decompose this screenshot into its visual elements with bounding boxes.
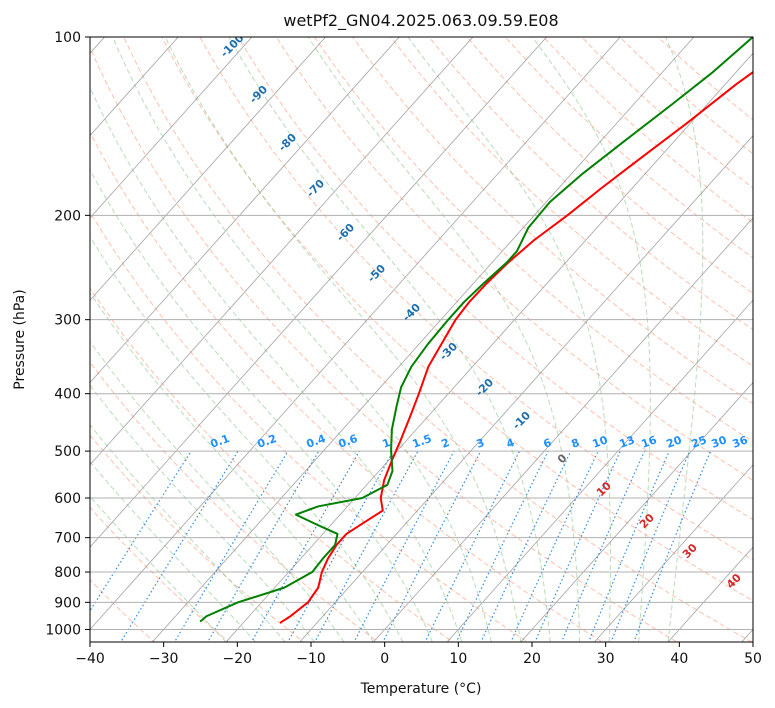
profile-series — [199, 37, 753, 624]
y-axis: 1000 900 800 700 600 500 400 300 200 100 — [45, 30, 90, 638]
dry-adiabat-line — [466, 37, 753, 295]
dry-adiabat-line — [352, 37, 753, 405]
x-tick-label: 30 — [597, 651, 615, 667]
dry-adiabat-line — [123, 37, 753, 642]
mixing-ratio-label: 8 — [570, 436, 582, 451]
mixing-ratio-label: 0.1 — [209, 432, 232, 451]
x-tick-label: −10 — [296, 651, 326, 667]
mixing-ratio-label: 0.2 — [256, 432, 279, 451]
dry-adiabat-line — [90, 131, 604, 642]
dewpoint-profile-line — [199, 37, 753, 623]
moist-adiabat-line — [90, 235, 404, 642]
x-tick-label: 0 — [380, 651, 389, 667]
moist-adiabat-line — [90, 86, 463, 642]
isotherm-line — [90, 37, 327, 301]
isotherm-line — [90, 37, 179, 137]
y-tick-label: 800 — [54, 565, 81, 581]
dry-adiabat-line — [428, 37, 753, 331]
mixing-ratio-label: 2 — [440, 436, 452, 451]
y-tick-label: 200 — [54, 208, 81, 224]
isotherm-line — [90, 37, 474, 466]
x-tick-label: 10 — [449, 651, 467, 667]
moist-adiabat-line — [164, 37, 522, 642]
dry-adiabat-line — [313, 37, 753, 443]
isotherm-line — [90, 37, 621, 631]
mixing-ratio-label: 6 — [542, 436, 554, 451]
isotherm-line — [299, 134, 753, 642]
moist-adiabat-line — [531, 37, 651, 642]
dry-adiabat-line — [90, 46, 678, 642]
mixing-ratio-label: 36 — [731, 433, 750, 451]
dry-adiabat-line — [90, 506, 230, 642]
mixing-ratio-label: 1.5 — [411, 432, 434, 451]
isotherm-line — [520, 381, 753, 642]
mixing-ratio-label: 20 — [665, 433, 684, 451]
mixing-ratio-label: 0.4 — [305, 432, 328, 451]
moist-adiabat-line — [665, 37, 704, 642]
chart-title: wetPf2_GN04.2025.063.09.59.E08 — [283, 11, 558, 31]
y-tick-label: 100 — [54, 30, 81, 46]
mixing-ratio-label: 13 — [618, 433, 637, 450]
x-axis-label: Temperature (°C) — [360, 681, 482, 697]
mixing-ratio-label: 25 — [690, 433, 709, 450]
temperature-profile-line — [279, 70, 753, 624]
mixing-ratio-label: 0.6 — [337, 432, 360, 451]
dry-adiabat-line — [90, 287, 454, 642]
mixing-ratio-label: 4 — [505, 436, 517, 451]
y-tick-label: 1000 — [45, 622, 81, 638]
isotherm-line — [593, 464, 753, 642]
x-tick-label: −20 — [223, 651, 253, 667]
isotherm-line — [90, 37, 253, 219]
y-tick-label: 500 — [54, 444, 81, 460]
y-axis-label: Pressure (hPa) — [12, 289, 28, 389]
x-tick-label: −30 — [149, 651, 179, 667]
x-tick-label: −40 — [75, 651, 105, 667]
isotherm-line — [90, 37, 400, 384]
moist-adiabat-line — [90, 384, 315, 642]
moist-adiabat-line — [90, 495, 227, 642]
mixing-ratio-label: 30 — [710, 433, 729, 451]
y-tick-label: 600 — [54, 491, 81, 507]
mixing-ratio-label: 3 — [475, 436, 487, 451]
x-tick-label: 20 — [523, 651, 541, 667]
moist-adiabat-line — [90, 340, 345, 642]
moist-adiabat-line — [90, 291, 374, 642]
y-tick-label: 400 — [54, 387, 81, 403]
dry-adiabat-line — [161, 37, 753, 602]
moist-adiabat-line — [90, 460, 256, 642]
y-tick-label: 300 — [54, 313, 81, 329]
y-tick-label: 900 — [54, 595, 81, 611]
mixing-ratio-label: 10 — [591, 433, 610, 451]
x-axis: −40 −30 −20 −10 0 10 20 30 40 50 — [75, 642, 762, 667]
moist-adiabat-line — [112, 37, 492, 642]
mixing-ratio-label: 1 — [381, 436, 393, 451]
mixing-ratio-label: 16 — [640, 433, 659, 451]
dry-adiabat-line — [90, 434, 305, 642]
moist-adiabat-line — [407, 37, 611, 642]
background-lines — [90, 37, 753, 642]
plot-frame — [89, 36, 754, 643]
moist-adiabat-line — [228, 37, 551, 642]
x-tick-label: 50 — [744, 651, 762, 667]
isotherm-line — [446, 299, 753, 642]
x-tick-label: 40 — [670, 651, 688, 667]
y-tick-label: 700 — [54, 531, 81, 547]
isotherm-line — [151, 37, 695, 642]
moist-adiabat-line — [307, 37, 581, 642]
isotherm-line — [372, 217, 753, 642]
